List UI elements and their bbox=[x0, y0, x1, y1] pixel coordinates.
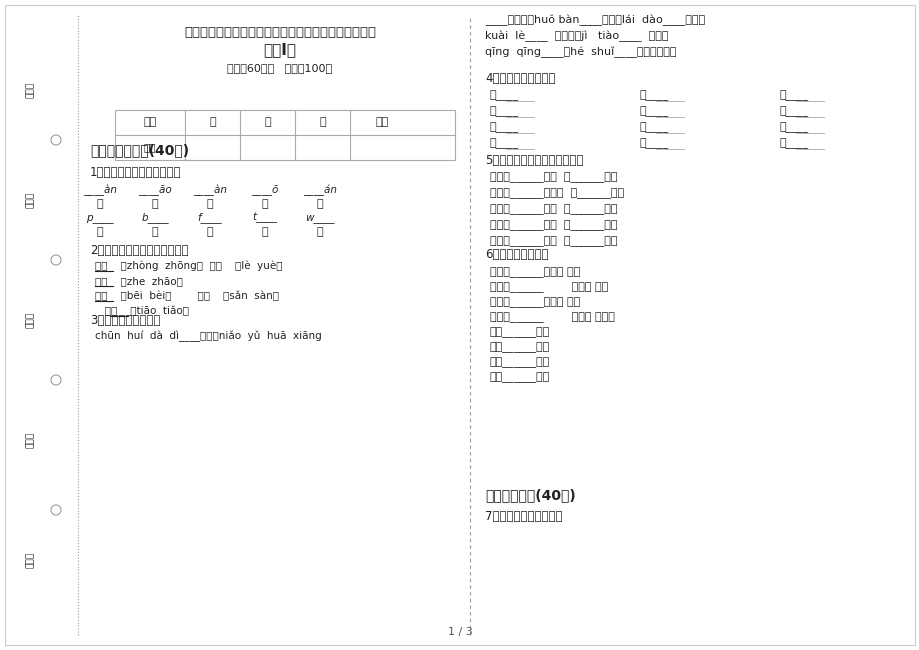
Text: 迷____: 迷____ bbox=[490, 107, 518, 118]
Text: 弯弯的______新疆  打______篮球: 弯弯的______新疆 打______篮球 bbox=[490, 205, 617, 215]
Text: 挑水    （tiāo  tiǎo）: 挑水 （tiāo tiǎo） bbox=[95, 306, 188, 316]
Text: 远____: 远____ bbox=[640, 123, 668, 133]
Text: 荷叶是______小蜻蜓 摇篮: 荷叶是______小蜻蜓 摇篮 bbox=[490, 268, 580, 278]
Text: 一、积累与运用(40分): 一、积累与运用(40分) bbox=[90, 143, 189, 157]
Text: 腿: 腿 bbox=[261, 227, 268, 237]
Text: 放____: 放____ bbox=[779, 107, 808, 118]
Text: 总分: 总分 bbox=[376, 118, 389, 127]
Text: ____án: ____án bbox=[302, 185, 336, 196]
Text: 荷叶是______        小青蛙 凉伞: 荷叶是______ 小青蛙 凉伞 bbox=[490, 283, 607, 293]
Text: 窝: 窝 bbox=[316, 227, 323, 237]
Text: 姓名：: 姓名： bbox=[26, 312, 35, 328]
Text: 运____: 运____ bbox=[640, 138, 668, 150]
Text: 5．连一连，选择合适的搭配。: 5．连一连，选择合适的搭配。 bbox=[484, 153, 583, 166]
Text: 一棵______西瓜: 一棵______西瓜 bbox=[490, 372, 550, 384]
Text: 3．读拼音，写词语。: 3．读拼音，写词语。 bbox=[90, 313, 160, 326]
Text: 【小学语文】同步考点一年级下学期小学语文期末模拟: 【小学语文】同步考点一年级下学期小学语文期末模拟 bbox=[184, 25, 376, 38]
Text: 考场：: 考场： bbox=[26, 432, 35, 448]
Text: 考号：: 考号： bbox=[26, 552, 35, 568]
Text: 一群______尾巴: 一群______尾巴 bbox=[490, 343, 550, 354]
Text: 遥远的______小路  拍______足球: 遥远的______小路 拍______足球 bbox=[490, 173, 617, 183]
Text: 宽宽的______季节  丢______迷藏: 宽宽的______季节 丢______迷藏 bbox=[490, 237, 617, 248]
Text: 多彩的______公路  提______沙包: 多彩的______公路 提______沙包 bbox=[490, 220, 617, 231]
Text: 盆: 盆 bbox=[96, 227, 103, 237]
Text: 二: 二 bbox=[264, 118, 270, 127]
Text: 看着    （zhe  zhāo）: 看着 （zhe zhāo） bbox=[95, 276, 183, 286]
Text: 拨: 拨 bbox=[261, 199, 268, 209]
FancyBboxPatch shape bbox=[5, 5, 914, 645]
Text: ____ō: ____ō bbox=[251, 185, 278, 196]
Text: w____: w____ bbox=[305, 213, 335, 223]
Text: 2．给划线字选出正确的读音。: 2．给划线字选出正确的读音。 bbox=[90, 244, 188, 257]
Text: 题号: 题号 bbox=[143, 118, 156, 127]
Text: chūn  huí  dà  dì____，到处niǎo  yǔ  huā  xiāng: chūn huí dà dì____，到处niǎo yǔ huā xiāng bbox=[95, 330, 322, 342]
Text: 叹: 叹 bbox=[207, 199, 213, 209]
Text: 背着    （bēi  bèi）        散步    （sǎn  sàn）: 背着 （bēi bèi） 散步 （sǎn sàn） bbox=[95, 291, 278, 301]
Text: 雄伟的______天安门  踢______皮球: 雄伟的______天安门 踢______皮球 bbox=[490, 188, 623, 200]
Text: 学校：: 学校： bbox=[26, 82, 35, 98]
Text: 试卷Ⅰ卷: 试卷Ⅰ卷 bbox=[263, 42, 296, 57]
Text: 地____: 地____ bbox=[779, 123, 808, 133]
Text: 故____: 故____ bbox=[779, 90, 808, 101]
Text: 1 / 3: 1 / 3 bbox=[448, 627, 471, 637]
Text: 6．我会读，我会连: 6．我会读，我会连 bbox=[484, 248, 548, 261]
Text: 睛____: 睛____ bbox=[640, 90, 668, 101]
Text: 荷叶是______小水珠 歌台: 荷叶是______小水珠 歌台 bbox=[490, 298, 580, 308]
Text: f____: f____ bbox=[198, 213, 222, 224]
Text: 得分: 得分 bbox=[143, 142, 156, 153]
Text: 1．把下面的音节补充完整。: 1．把下面的音节补充完整。 bbox=[90, 166, 181, 179]
Text: b____: b____ bbox=[141, 213, 168, 224]
Text: ____āo: ____āo bbox=[138, 185, 172, 196]
Text: ____àn: ____àn bbox=[193, 185, 227, 196]
Text: 时间：60分钟   满分：100分: 时间：60分钟 满分：100分 bbox=[227, 63, 332, 73]
Text: kuài  lè____  地玩耍，jì   tiào____  鱼儿在: kuài lè____ 地玩耍，jì tiào____ 鱼儿在 bbox=[484, 31, 668, 42]
Text: 一个______桃树: 一个______桃树 bbox=[490, 358, 550, 369]
Text: 很____: 很____ bbox=[490, 138, 518, 150]
Text: 拦: 拦 bbox=[316, 199, 323, 209]
Text: ____，我和小huǒ bàn____们一起lái  dào____公园里: ____，我和小huǒ bàn____们一起lái dào____公园里 bbox=[484, 14, 704, 26]
Text: 4．比一比，再组词。: 4．比一比，再组词。 bbox=[484, 72, 555, 84]
Text: 砂: 砂 bbox=[152, 199, 158, 209]
Text: 二、组词练习(40分): 二、组词练习(40分) bbox=[484, 488, 575, 502]
Text: 块____: 块____ bbox=[779, 138, 808, 150]
Text: 进____: 进____ bbox=[490, 90, 518, 101]
Text: 一条______蚂蚁: 一条______蚂蚁 bbox=[490, 328, 550, 339]
Text: 班级：: 班级： bbox=[26, 192, 35, 208]
Bar bbox=[115, 110, 455, 160]
Text: p____: p____ bbox=[86, 213, 114, 223]
Text: ____àn: ____àn bbox=[83, 185, 117, 196]
Circle shape bbox=[51, 255, 61, 265]
Text: 三: 三 bbox=[319, 118, 325, 127]
Circle shape bbox=[51, 505, 61, 515]
Text: 搬: 搬 bbox=[152, 227, 158, 237]
Text: 一: 一 bbox=[209, 118, 216, 127]
Text: 饭: 饭 bbox=[207, 227, 213, 237]
Text: 7．我会照样子写句子。: 7．我会照样子写句子。 bbox=[484, 510, 562, 523]
Text: 清____: 清____ bbox=[640, 107, 668, 118]
Text: t____: t____ bbox=[252, 213, 278, 223]
Circle shape bbox=[51, 375, 61, 385]
Text: 跟____: 跟____ bbox=[490, 123, 518, 133]
Text: 燕: 燕 bbox=[96, 199, 103, 209]
Text: 种树    （zhòng  zhōng）  快乐    （lè  yuè）: 种树 （zhòng zhōng） 快乐 （lè yuè） bbox=[95, 261, 282, 271]
Text: qīng  qīng____的hé  shuǐ____中游来游去。: qīng qīng____的hé shuǐ____中游来游去。 bbox=[484, 46, 675, 58]
Circle shape bbox=[51, 135, 61, 145]
Text: 荷叶是______        小鱼儿 停机坪: 荷叶是______ 小鱼儿 停机坪 bbox=[490, 313, 614, 323]
